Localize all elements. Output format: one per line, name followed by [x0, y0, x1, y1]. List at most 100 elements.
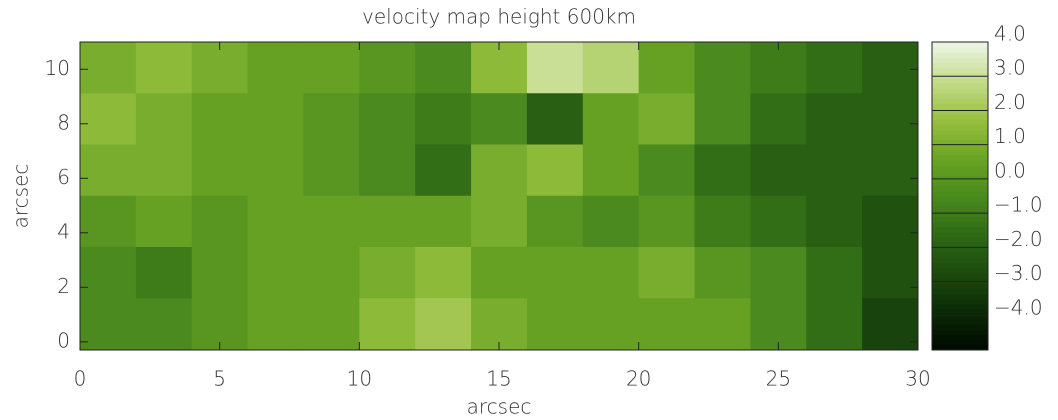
heat-cell: [695, 247, 751, 299]
heat-cell: [639, 93, 695, 145]
heat-cell: [192, 93, 248, 145]
colorbar-segment: [932, 247, 988, 253]
colorbar-segment: [932, 129, 988, 135]
heat-cell: [639, 247, 695, 299]
colorbar-tick-label: −2.0: [994, 227, 1043, 251]
heat-cell: [192, 196, 248, 248]
heat-cell: [80, 144, 136, 196]
heat-cell: [136, 144, 192, 196]
heat-cell: [862, 196, 918, 248]
colorbar-tick-label: 1.0: [994, 124, 1026, 148]
colorbar-segment: [932, 263, 988, 269]
heat-cell: [862, 42, 918, 94]
chart-title: velocity map height 600km: [362, 5, 636, 29]
heat-cell: [248, 144, 304, 196]
heat-cell: [192, 144, 248, 196]
y-tick-label: 2: [57, 274, 70, 298]
y-tick-label: 8: [57, 110, 70, 134]
heat-cell: [583, 144, 639, 196]
heat-cell: [471, 93, 527, 145]
heat-cell: [248, 93, 304, 145]
heat-cell: [583, 298, 639, 350]
heat-cell: [471, 144, 527, 196]
colorbar-segment: [932, 319, 988, 325]
colorbar-segment: [932, 252, 988, 258]
heat-cell: [806, 196, 862, 248]
colorbar-segment: [932, 170, 988, 176]
colorbar-segment: [932, 78, 988, 84]
heat-cell: [359, 42, 415, 94]
colorbar-segment: [932, 309, 988, 315]
colorbar-tick-label: 2.0: [994, 90, 1026, 114]
colorbar-segment: [932, 294, 988, 300]
colorbar-segment: [932, 335, 988, 341]
heat-cell: [80, 247, 136, 299]
heat-cell: [80, 196, 136, 248]
colorbar-segment: [932, 181, 988, 187]
colorbar-segment: [932, 324, 988, 330]
y-axis-label: arcsec: [9, 164, 33, 229]
heat-cell: [527, 42, 583, 94]
colorbar-segment: [932, 73, 988, 79]
heat-cell: [527, 298, 583, 350]
x-tick-label: 20: [626, 367, 651, 391]
heat-cell: [359, 93, 415, 145]
heat-cell: [80, 298, 136, 350]
heat-cell: [136, 42, 192, 94]
heat-cell: [415, 42, 471, 94]
heat-cell: [862, 93, 918, 145]
colorbar-tick-label: −3.0: [994, 261, 1043, 285]
heat-cell: [639, 144, 695, 196]
colorbar-segment: [932, 273, 988, 279]
colorbar-segment: [932, 155, 988, 161]
heat-cell: [806, 144, 862, 196]
x-tick-label: 30: [905, 367, 930, 391]
heat-cell: [750, 93, 806, 145]
x-tick-label: 5: [213, 367, 226, 391]
heat-cell: [303, 196, 359, 248]
heat-cell: [415, 247, 471, 299]
colorbar-segment: [932, 196, 988, 202]
heat-cell: [639, 298, 695, 350]
heat-cell: [695, 298, 751, 350]
heat-cell: [248, 298, 304, 350]
colorbar-segment: [932, 104, 988, 110]
colorbar-segment: [932, 134, 988, 140]
heat-cell: [527, 93, 583, 145]
heat-cell: [695, 93, 751, 145]
heat-cell: [359, 196, 415, 248]
heat-cell: [806, 298, 862, 350]
colorbar-segment: [932, 83, 988, 89]
colorbar-segment: [932, 227, 988, 233]
heat-cell: [583, 93, 639, 145]
heat-cell: [248, 42, 304, 94]
x-tick-label: 10: [347, 367, 372, 391]
heat-cell: [136, 298, 192, 350]
colorbar-tick-label: 4.0: [994, 22, 1026, 46]
colorbar-segment: [932, 283, 988, 289]
colorbar-segment: [932, 211, 988, 217]
colorbar-segment: [932, 93, 988, 99]
heat-cell: [695, 144, 751, 196]
colorbar-tick-label: −1.0: [994, 193, 1043, 217]
heat-cell: [359, 144, 415, 196]
heat-cell: [136, 247, 192, 299]
heat-cell: [695, 42, 751, 94]
colorbar-segment: [932, 57, 988, 63]
colorbar-segment: [932, 329, 988, 335]
heat-cell: [471, 247, 527, 299]
colorbar-segment: [932, 114, 988, 120]
x-tick-label: 25: [766, 367, 791, 391]
x-tick-label: 0: [74, 367, 87, 391]
colorbar-segment: [932, 160, 988, 166]
y-tick-label: 4: [57, 219, 70, 243]
colorbar-segment: [932, 201, 988, 207]
colorbar-tick-label: 3.0: [994, 56, 1026, 80]
heat-cell: [303, 247, 359, 299]
heat-cell: [415, 196, 471, 248]
heat-cell: [192, 247, 248, 299]
heat-cell: [303, 298, 359, 350]
colorbar-segment: [932, 165, 988, 171]
heat-cell: [583, 247, 639, 299]
colorbar-segment: [932, 68, 988, 74]
